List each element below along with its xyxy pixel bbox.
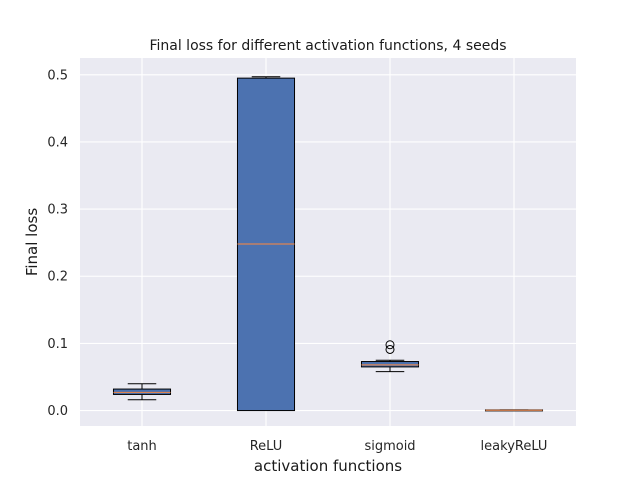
y-tick-labels: 0.0 0.1 0.2 0.3 0.4 0.5 [47, 68, 68, 419]
y-tick-label: 0.3 [47, 203, 68, 218]
box-tanh [112, 383, 172, 401]
box-body [112, 388, 172, 395]
box-ReLU [236, 76, 296, 412]
outlier-point [385, 344, 395, 354]
y-tick-label: 0.1 [47, 337, 68, 352]
box-body [360, 361, 420, 368]
y-axis-label: Final loss [23, 208, 41, 276]
plot-area [80, 58, 576, 426]
x-tick-label-tanh: tanh [127, 439, 157, 454]
grid-lines [80, 58, 576, 426]
y-tick-label: 0.4 [47, 135, 68, 150]
x-tick-label-ReLU: ReLU [250, 439, 283, 454]
x-tick-labels: tanh ReLU sigmoid leakyReLU [127, 439, 547, 454]
x-axis-label: activation functions [254, 457, 402, 475]
y-tick-label: 0.2 [47, 270, 68, 285]
x-tick-label-sigmoid: sigmoid [364, 439, 415, 454]
box-leakyReLU [484, 409, 544, 412]
x-tick-label-leakyReLU: leakyReLU [481, 439, 548, 454]
y-tick-label: 0.5 [47, 68, 68, 83]
chart-title: Final loss for different activation func… [149, 38, 506, 54]
box-series [112, 76, 544, 412]
y-tick-label: 0.0 [47, 404, 68, 419]
box-sigmoid [360, 340, 420, 373]
outlier-point [385, 340, 395, 350]
